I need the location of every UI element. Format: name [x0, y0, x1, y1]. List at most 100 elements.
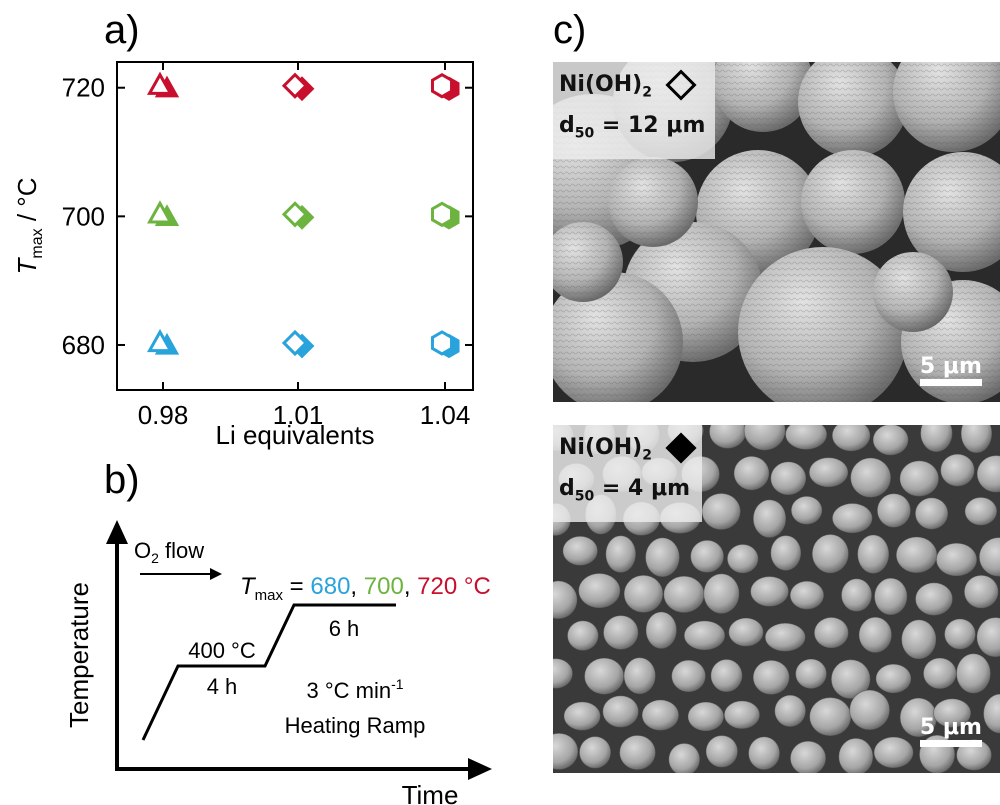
o2-flow-arrowhead: [210, 568, 222, 580]
axis-ticks: 0.98 1.01 1.04 680 700 720: [62, 62, 473, 430]
sem-top-caption: Ni(OH)2 d50 = 12 μm: [553, 62, 716, 159]
sem-small-particle: [940, 453, 975, 487]
sem-small-particle: [840, 578, 873, 612]
sem-small-particle: [752, 659, 790, 696]
sem-small-particle: [578, 735, 612, 769]
x-tick-label: 0.98: [138, 400, 189, 430]
sem-small-particle: [831, 425, 871, 452]
scatter-chart: 0.98 1.01 1.04 680 700 720 Li equivalents Tma…: [12, 61, 474, 450]
sem-small-particle: [849, 689, 891, 731]
sem-small-particle: [899, 460, 940, 497]
sem-small-particle: [645, 611, 678, 650]
heating-schematic: Temperature Time O2 flow Tmax = 680, 700…: [64, 520, 492, 805]
sem-small-particle: [752, 499, 787, 539]
sem-small-particle: [850, 457, 892, 498]
sem-particle-texture: [893, 62, 1000, 152]
y-tick-label: 700: [62, 201, 105, 231]
sem-small-particle: [935, 542, 978, 577]
sem-small-particle: [623, 574, 664, 614]
sem-small-particle: [750, 576, 790, 608]
sem-small-particle: [728, 617, 764, 647]
data-point-open: [430, 330, 454, 356]
sem-small-particle: [955, 653, 992, 694]
temperature-profile: [141, 603, 396, 741]
sem-small-particle: [809, 696, 852, 737]
sem-small-particle: [619, 734, 657, 771]
y-tick-label: 680: [62, 330, 105, 360]
ramp-label: Heating Ramp: [285, 713, 426, 738]
sem-small-particle: [944, 618, 977, 650]
y-axis-label: Tmax / °C: [12, 178, 46, 275]
sem-small-particle: [901, 619, 937, 660]
step2-time: 6 h: [329, 616, 360, 641]
sem-small-particle: [708, 425, 747, 449]
sem-small-particle: [623, 657, 657, 695]
y-tick-label: 720: [62, 73, 105, 103]
sem-small-particle: [922, 657, 957, 690]
x-axis-label: Li equivalents: [216, 420, 375, 450]
sem-small-particle: [914, 582, 954, 616]
scale-bar-bottom: 5 μm: [920, 715, 982, 747]
sem-small-particle: [838, 737, 874, 773]
sem-small-particle: [602, 695, 640, 728]
step1-temperature: 400 °C: [188, 638, 256, 663]
data-point-open: [430, 72, 454, 99]
sem-small-particle: [578, 572, 621, 609]
panel-b-label: b): [104, 458, 140, 502]
sem-small-particle: [764, 622, 806, 652]
sem-small-particle: [553, 732, 579, 771]
sem-small-particle: [671, 659, 707, 693]
tmax-label: Tmax = 680, 700, 720 °C: [240, 573, 491, 604]
sem-small-particle: [683, 620, 726, 651]
data-point-open: [146, 71, 174, 95]
sem-small-particle: [770, 534, 802, 572]
sem-small-particle: [873, 577, 908, 616]
sem-small-particle: [857, 534, 890, 575]
sem-small-particle: [710, 658, 743, 693]
sem-small-particle: [701, 492, 741, 531]
sem-small-particle: [983, 693, 1000, 734]
sem-small-particle: [873, 736, 914, 769]
sem-small-particle: [795, 658, 828, 690]
sem-small-particle: [920, 425, 953, 453]
sem-small-particle: [895, 536, 938, 574]
sem-small-particle: [663, 575, 705, 614]
sem-small-particle: [748, 736, 781, 771]
open-diamond-icon: [665, 69, 697, 101]
time-axis-arrow: [468, 758, 492, 780]
sem-particle-texture: [873, 252, 953, 332]
sem-particle-texture: [738, 247, 908, 402]
scale-bar-top: 5 μm: [920, 354, 982, 386]
data-point-open: [146, 200, 174, 224]
sem-small-particle: [978, 537, 1000, 578]
sem-small-particle: [914, 497, 949, 530]
data-point-open: [281, 201, 309, 228]
sem-small-particle: [976, 455, 1000, 493]
sem-small-particle: [743, 425, 786, 451]
sem-small-particle: [690, 539, 725, 574]
sem-particle-texture: [798, 62, 908, 157]
time-axis-label: Time: [402, 780, 459, 805]
panel-c-label: c): [553, 8, 587, 52]
sem-small-particle: [687, 701, 725, 732]
sem-small-particle: [960, 425, 993, 454]
sem-small-particle: [875, 663, 912, 694]
sem-small-particle: [876, 493, 912, 528]
sem-small-particle: [811, 533, 850, 574]
sem-small-particle: [703, 573, 740, 615]
chart-marks: [146, 71, 460, 359]
sem-particle-texture: [903, 152, 1000, 272]
step1-time: 4 h: [207, 674, 238, 699]
plot-frame: [116, 61, 474, 391]
data-point-open: [281, 329, 309, 357]
sem-small-particle: [789, 740, 827, 773]
sem-small-particle: [872, 425, 909, 456]
sem-small-particle: [784, 425, 828, 451]
sem-small-particle: [705, 734, 739, 768]
sem-particle-texture: [801, 150, 905, 254]
sem-small-particle: [562, 535, 599, 567]
sem-particle-texture: [713, 62, 813, 132]
sem-small-particle: [641, 699, 680, 732]
sem-small-particle: [726, 543, 759, 574]
x-tick-label: 1.04: [420, 400, 471, 430]
